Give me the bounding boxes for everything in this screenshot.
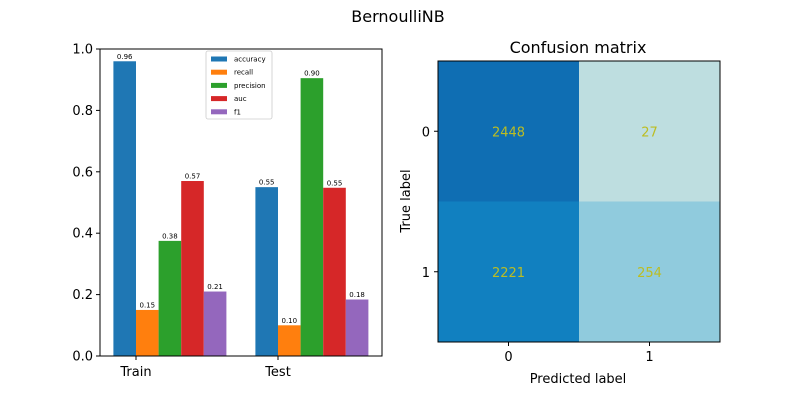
legend-label-auc: auc [234,95,247,103]
bar-auc-test [323,187,346,356]
y-tick-label: 0.4 [72,227,93,242]
bar-chart-legend: accuracy recall precision auc f1 [205,50,273,120]
y-tick-label: 1.0 [72,43,93,58]
cm-cell-1-0 [438,201,579,342]
y-tick-label: 0.8 [72,104,93,119]
bar-label-auc-train: 0.57 [185,173,201,181]
x-tick-label-train: Train [119,365,151,380]
x-tick-label-test: Test [264,365,291,380]
bar-precision-train [158,240,182,356]
bar-label-recall-train: 0.15 [140,301,156,309]
cm-ylabel: True label [399,169,414,233]
cm-cell-0-1 [579,61,720,202]
bar-f1-test [345,299,369,356]
bar-label-auc-test: 0.55 [327,179,343,187]
bar-f1-train [203,291,227,356]
cm-cell-value-1-0: 2221 [492,266,525,281]
bar-label-f1-train: 0.21 [207,283,223,291]
legend-label-f1: f1 [234,108,241,116]
bar-precision-test [300,78,324,356]
legend-swatch-precision [211,82,227,88]
cm-cell-value-1-1: 254 [637,266,662,281]
bar-label-recall-test: 0.10 [282,317,298,325]
bar-label-accuracy-train: 0.96 [117,53,133,61]
figure-title: BernoulliNB [351,7,444,26]
bar-label-precision-test: 0.90 [304,70,320,78]
cm-y-tick-label: 1 [422,266,430,281]
legend-swatch-recall [211,69,227,75]
y-tick-label: 0.6 [72,165,93,180]
legend-label-precision: precision [234,82,266,90]
bar-chart-frame [99,48,383,357]
legend-swatch-accuracy [211,56,227,62]
cm-x-tick-label: 1 [645,350,653,365]
legend-box [205,50,273,120]
legend-swatch-auc [211,96,227,102]
cm-cell-0-0 [438,61,579,202]
cm-cell-value-0-1: 27 [641,125,658,140]
bar-recall-test [278,325,301,356]
cm-cell-1-1 [579,201,720,342]
cm-cell-value-0-0: 2448 [492,125,525,140]
bar-label-precision-train: 0.38 [162,232,178,240]
cm-frame [437,60,721,343]
bar-label-f1-test: 0.18 [349,291,365,299]
confusion-matrix-chart: Confusion matrix 2448 27 2221 254 0 1 0 1 Pred… [399,38,721,387]
cm-xlabel: Predicted label [530,372,627,387]
y-tick-label: 0.0 [72,350,93,365]
bar-auc-train [181,181,204,356]
bar-recall-train [136,309,159,356]
cm-title: Confusion matrix [510,38,647,57]
bar-accuracy-test [255,187,278,356]
cm-y-tick-label: 0 [422,125,430,140]
bar-accuracy-train [113,61,136,356]
cm-x-tick-label: 0 [504,350,512,365]
metrics-bar-chart: 0.96 0.55 0.15 0.10 0.38 0.90 0.57 0.55 0.21 0.18… [72,43,383,380]
y-tick-label: 0.2 [72,288,93,303]
legend-swatch-f1 [211,109,227,115]
legend-label-recall: recall [234,69,253,77]
legend-label-accuracy: accuracy [234,56,266,64]
bar-label-accuracy-test: 0.55 [259,179,275,187]
